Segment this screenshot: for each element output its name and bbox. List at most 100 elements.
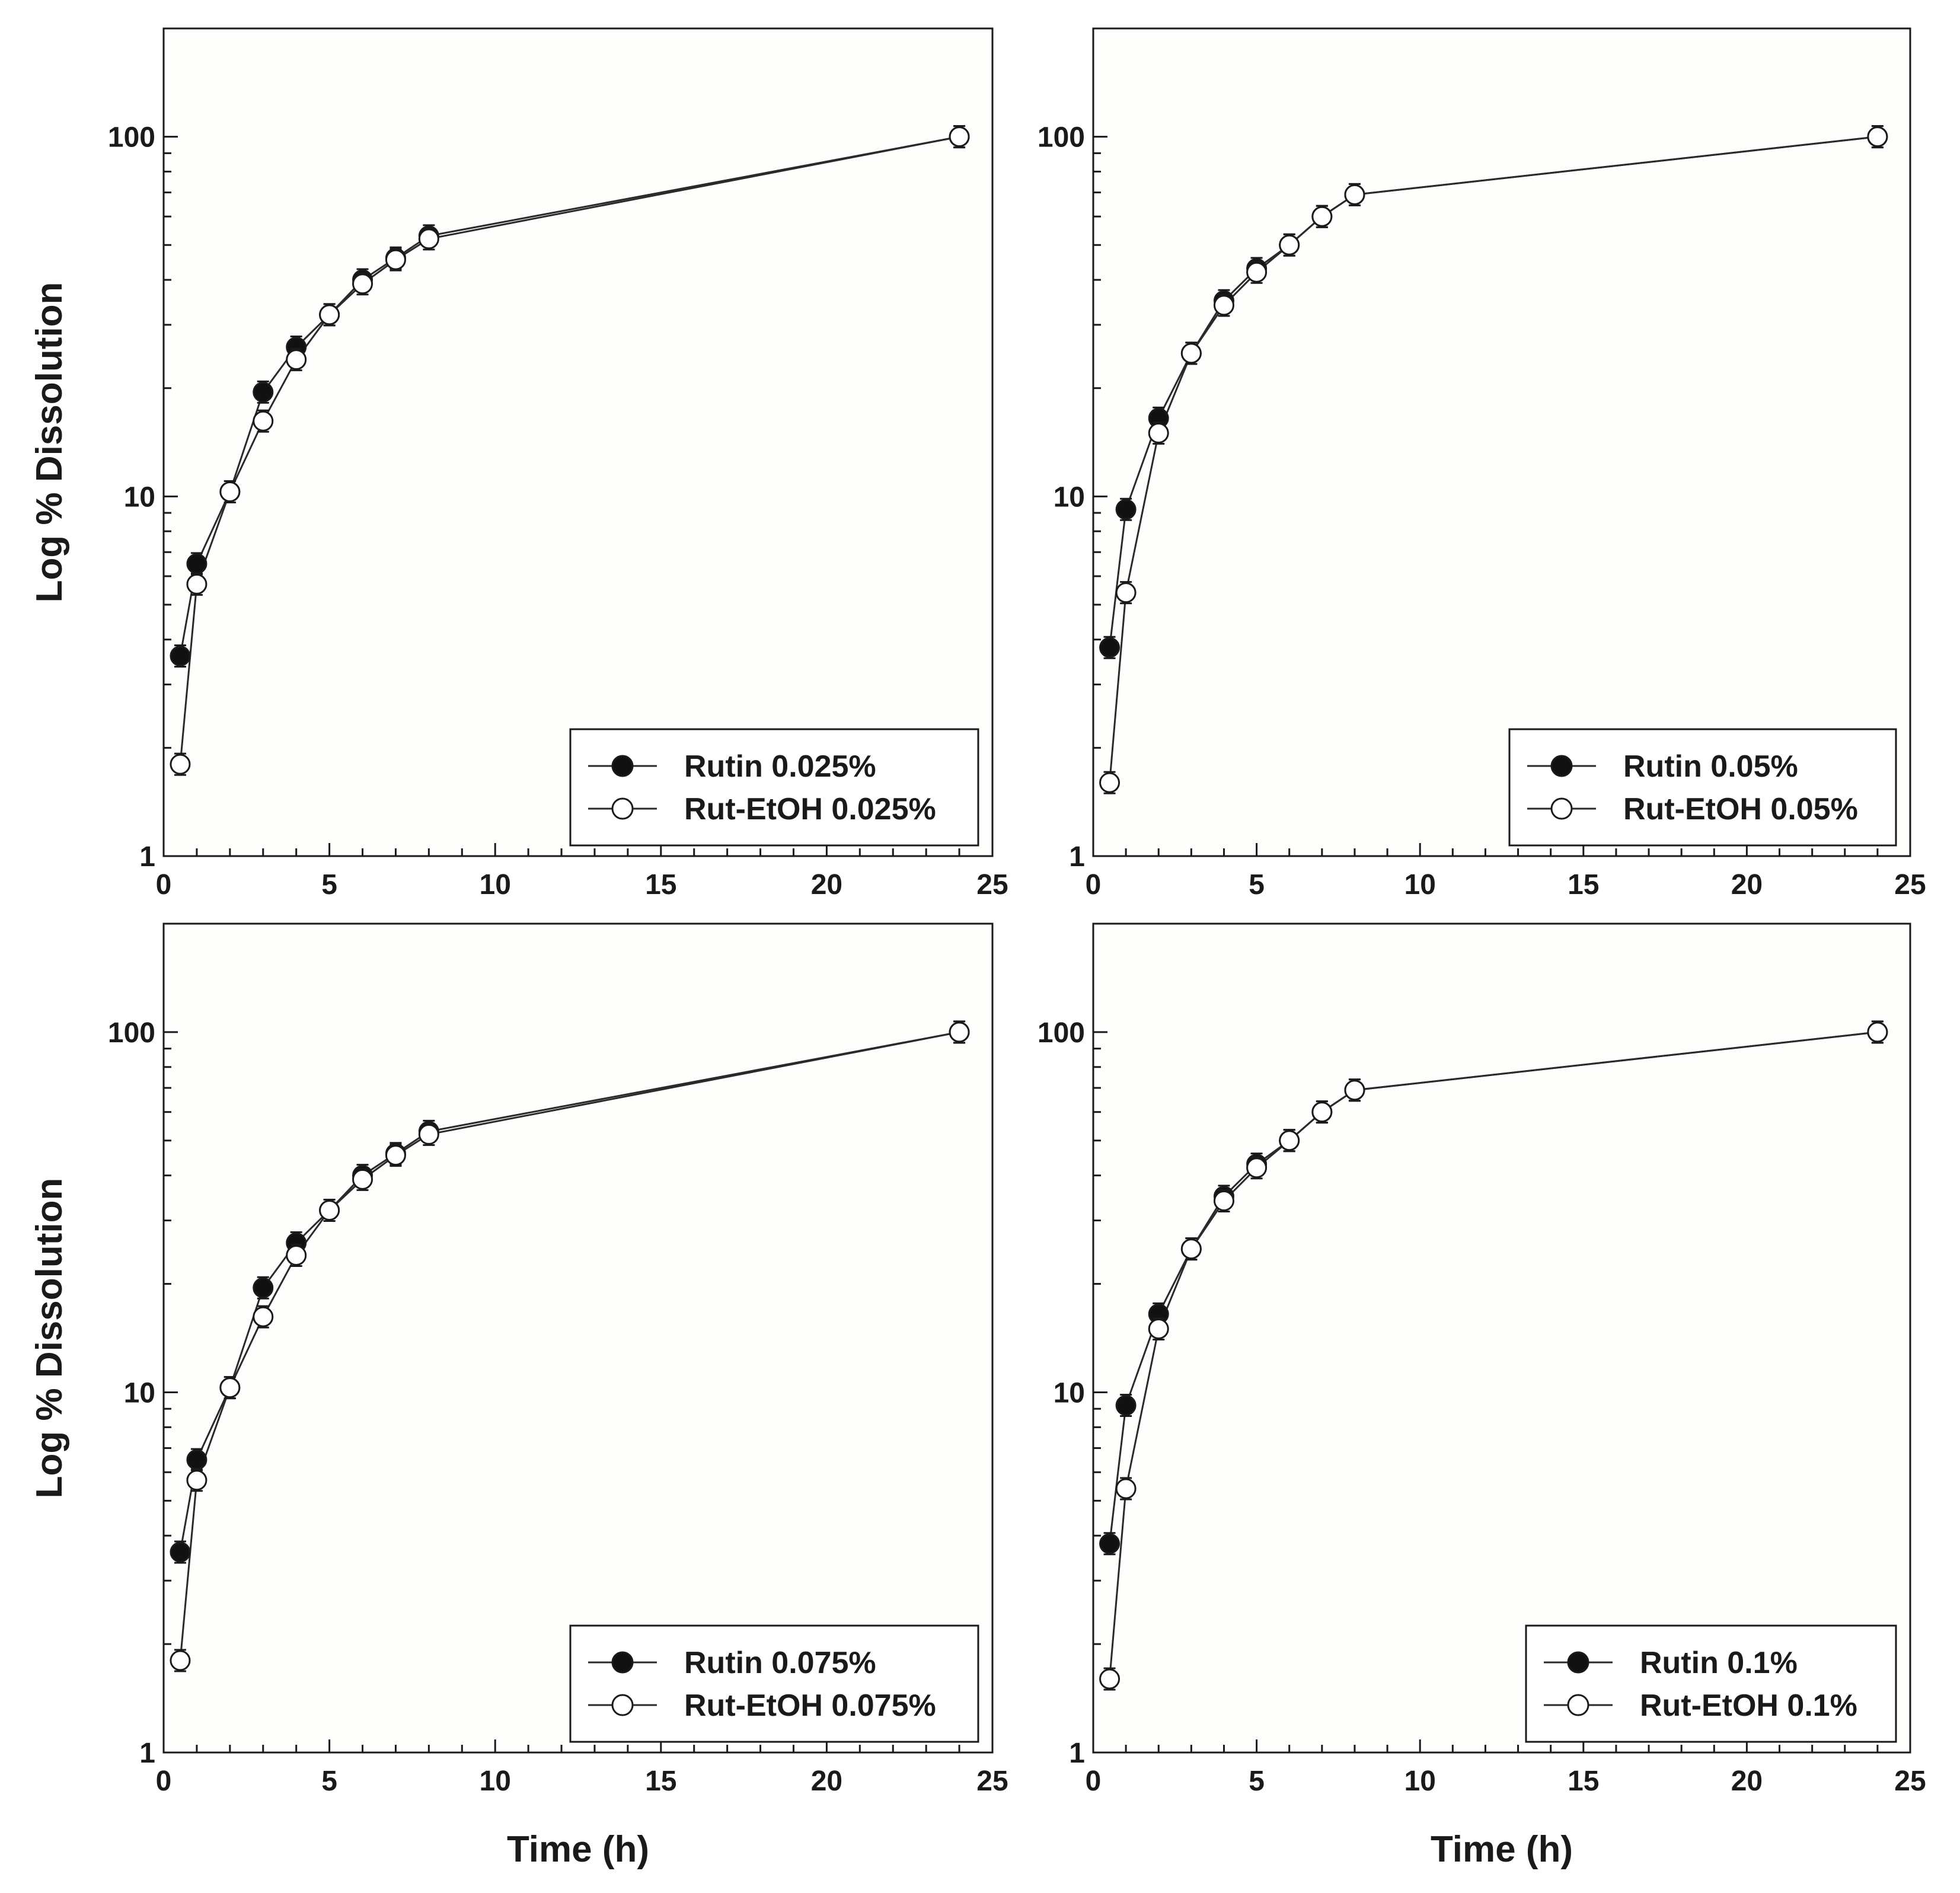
x-tick-label: 0	[156, 869, 172, 901]
data-point-rut-etoh	[1867, 126, 1888, 148]
data-point-rut-etoh	[1344, 1080, 1365, 1101]
data-point-rut-etoh	[1099, 1668, 1121, 1690]
data-point-rut-etoh	[1099, 772, 1121, 793]
data-point-rut-etoh	[1180, 343, 1202, 364]
x-tick-label: 20	[1731, 1766, 1763, 1797]
data-point-rut-etoh	[352, 1169, 374, 1190]
y-tick-label: 100	[1038, 122, 1085, 154]
y-tick-label: 10	[1054, 481, 1085, 513]
legend-label: Rut-EtOH 0.05%	[1623, 792, 1858, 826]
data-point-rut-etoh	[1246, 1157, 1268, 1179]
data-point-rut-etoh	[949, 1021, 970, 1043]
y-tick-label: 100	[1038, 1017, 1085, 1049]
y-tick-label: 1	[1069, 1738, 1085, 1769]
y-tick-label: 1	[139, 841, 155, 873]
data-point-rut-etoh	[219, 481, 241, 503]
data-point-rut-etoh	[385, 249, 406, 270]
legend: Rutin 0.05% Rut-EtOH 0.05%	[1508, 728, 1897, 847]
plot-area-frame	[162, 922, 994, 1754]
legend-label: Rutin 0.075%	[684, 1646, 876, 1680]
data-point-rut-etoh	[286, 349, 307, 371]
data-point-rut-etoh	[219, 1377, 241, 1399]
x-tick-label: 25	[1894, 869, 1926, 901]
legend-marker-filled	[1550, 755, 1573, 777]
x-tick-label: 5	[321, 869, 337, 901]
data-point-rut-etoh	[319, 304, 340, 325]
data-point-rutin	[253, 381, 274, 403]
chart-panel-bottom-right: 0 5 10 15 20 25 1 10 100 Time (h) Rutin 0.1% Rut-Et…	[1038, 922, 1926, 1870]
data-point-rutin	[1115, 1394, 1137, 1416]
x-tick-label: 5	[1249, 869, 1265, 901]
x-tick-label: 10	[1404, 869, 1436, 901]
legend-box	[569, 1624, 979, 1743]
legend: Rutin 0.1% Rut-EtOH 0.1%	[1525, 1624, 1897, 1743]
x-tick-label: 25	[1894, 1766, 1926, 1797]
series-group	[1099, 1020, 1888, 1691]
data-point-rut-etoh	[1148, 1318, 1169, 1339]
legend-marker-open	[611, 797, 634, 820]
data-point-rutin	[170, 1541, 191, 1563]
data-point-rut-etoh	[253, 410, 274, 432]
x-tick-label: 0	[1086, 869, 1102, 901]
data-point-rut-etoh	[1867, 1021, 1888, 1043]
data-point-rut-etoh	[186, 573, 208, 595]
series-group	[170, 125, 970, 776]
x-tick-label: 10	[480, 869, 511, 901]
data-point-rutin	[170, 645, 191, 666]
x-tick-label: 5	[321, 1766, 337, 1797]
y-tick-label: 1	[139, 1738, 155, 1769]
legend-marker-filled	[611, 1651, 634, 1674]
x-tick-label: 5	[1249, 1766, 1265, 1797]
data-point-rut-etoh	[1148, 422, 1169, 443]
legend: Rutin 0.025% Rut-EtOH 0.025%	[569, 728, 979, 847]
data-point-rut-etoh	[385, 1145, 406, 1166]
x-tick-label: 15	[1568, 869, 1599, 901]
data-point-rutin	[1099, 1533, 1121, 1554]
data-point-rut-etoh	[170, 754, 191, 775]
series-line-rutin	[179, 1031, 960, 1553]
data-point-rut-etoh	[1115, 582, 1137, 604]
y-tick-label: 100	[108, 1017, 155, 1049]
y-tick-label: 10	[124, 1377, 155, 1409]
x-tick-label: 20	[811, 869, 842, 901]
x-tick-label: 25	[976, 869, 1008, 901]
plot-area-frame	[162, 27, 994, 857]
data-point-rut-etoh	[1279, 234, 1300, 256]
series-line-rut-etoh	[179, 136, 960, 765]
legend-label: Rutin 0.025%	[684, 749, 876, 784]
data-point-rut-etoh	[1213, 1190, 1234, 1212]
data-point-rutin	[1099, 637, 1121, 658]
y-tick-label: 10	[1054, 1377, 1085, 1409]
data-point-rut-etoh	[253, 1306, 274, 1327]
legend-label: Rut-EtOH 0.025%	[684, 792, 936, 826]
series-line-rutin	[179, 136, 960, 656]
legend-label: Rutin 0.1%	[1640, 1646, 1798, 1680]
data-point-rut-etoh	[170, 1650, 191, 1671]
y-axis-title: Log % Dissolution	[29, 1178, 70, 1499]
legend: Rutin 0.075% Rut-EtOH 0.075%	[569, 1624, 979, 1743]
data-point-rut-etoh	[1246, 261, 1268, 283]
data-point-rut-etoh	[352, 273, 374, 295]
x-tick-label: 25	[976, 1766, 1008, 1797]
series-group	[170, 1020, 970, 1672]
data-point-rutin	[186, 553, 208, 574]
legend-box	[1508, 728, 1897, 847]
y-tick-label: 1	[1069, 841, 1085, 873]
x-tick-label: 15	[645, 869, 676, 901]
x-tick-label: 15	[645, 1766, 676, 1797]
x-tick-label: 10	[1404, 1766, 1436, 1797]
data-point-rut-etoh	[1311, 206, 1333, 227]
chart-panel-bottom-left: 0 5 10 15 20 25 1 10 100 Log % Dissolution Time (h…	[29, 922, 1008, 1870]
x-tick-label: 15	[1568, 1766, 1599, 1797]
legend-marker-open	[611, 1694, 634, 1716]
data-point-rut-etoh	[1279, 1130, 1300, 1151]
x-tick-label: 0	[1086, 1766, 1102, 1797]
data-point-rut-etoh	[1180, 1238, 1202, 1260]
chart-panel-top-left: 0 5 10 15 20 25 1 10 100 Log % Dissolution Rutin 0…	[29, 27, 1008, 901]
x-tick-label: 20	[1731, 869, 1763, 901]
plot-area-frame	[1092, 922, 1911, 1754]
legend-box	[569, 728, 979, 847]
series-line-rut-etoh	[1109, 1031, 1878, 1680]
series-line-rut-etoh	[179, 1031, 960, 1661]
